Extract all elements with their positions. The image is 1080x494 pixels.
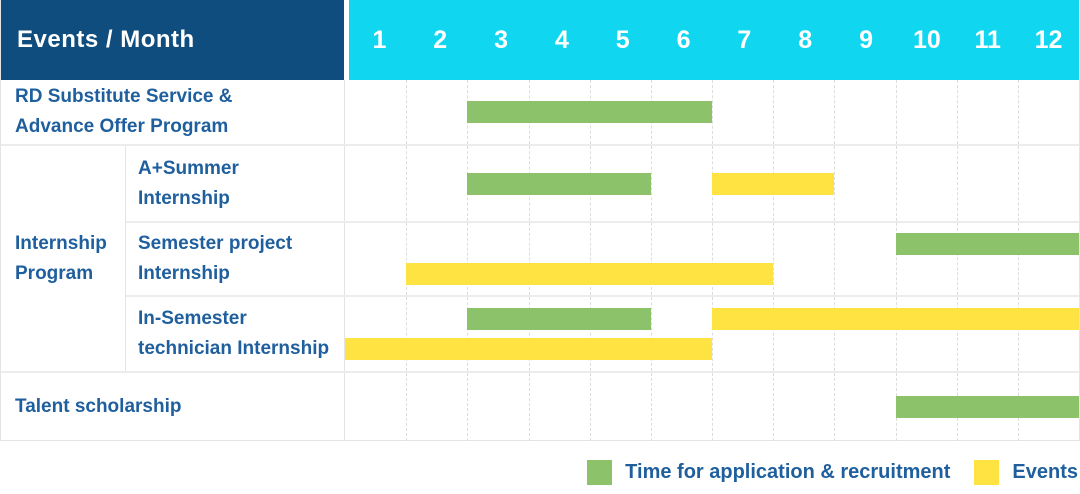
month-header-label: 11 — [974, 25, 1001, 54]
month-header-label: 4 — [554, 25, 569, 54]
yellow-swatch-icon — [974, 460, 1000, 485]
gantt-bar-application — [467, 308, 651, 330]
month-gridline — [406, 223, 408, 295]
month-header-label: 8 — [798, 25, 813, 54]
month-gridline — [834, 80, 836, 144]
month-gridline — [406, 80, 408, 144]
gantt-grid-rd-substitute — [344, 80, 1079, 144]
month-gridline — [773, 223, 775, 295]
month-header-label: 5 — [615, 25, 630, 54]
month-gridline — [467, 297, 469, 371]
gantt-bar-event — [345, 338, 712, 360]
month-header-label: 10 — [912, 25, 941, 54]
month-gridline — [528, 373, 530, 441]
gantt-bar-application — [467, 172, 651, 195]
group-internship-program: Internship Program A+Summer Internship S… — [1, 146, 1079, 373]
gantt-bar-application — [895, 233, 1079, 255]
month-gridline — [773, 80, 775, 144]
month-header-label: 9 — [859, 25, 873, 54]
group-rows: A+Summer Internship Semester project Int… — [126, 146, 1079, 371]
month-gridline — [528, 223, 530, 295]
month-gridline — [1017, 297, 1019, 371]
month-header-label: 6 — [676, 25, 691, 54]
corner-header-cell: Events / Month — [1, 0, 344, 80]
month-gridline — [712, 373, 713, 441]
row-label-semester-project: Semester project Internship — [138, 233, 293, 284]
month-gridline — [650, 297, 652, 371]
events-month-table: Events / Month 1 2 3 4 5 6 7 8 9 10 11 12 RD Substi… — [0, 0, 1080, 441]
month-gridline — [712, 297, 713, 371]
legend: Time for application & recruitment Event… — [587, 460, 1078, 485]
month-gridline — [956, 146, 958, 221]
legend-label-events: Events — [1012, 461, 1078, 483]
month-gridline — [895, 223, 897, 295]
month-header-label: 12 — [1034, 25, 1063, 54]
green-swatch-icon — [587, 460, 613, 485]
month-gridline — [712, 223, 713, 295]
row-rd-substitute: RD Substitute Service & Advance Offer Pr… — [1, 80, 1079, 146]
row-label-talent-scholarship: Talent scholarship — [15, 396, 182, 417]
gantt-grid-semester-project — [344, 223, 1079, 295]
header-gap — [344, 0, 349, 80]
month-gridline — [406, 373, 408, 441]
month-gridline — [895, 80, 897, 144]
month-gridline — [1017, 80, 1019, 144]
month-header-label: 7 — [737, 25, 752, 54]
month-gridline — [650, 146, 652, 221]
legend-item-application: Time for application & recruitment — [587, 460, 950, 485]
month-gridline — [956, 80, 958, 144]
gantt-bar-event — [712, 308, 1079, 330]
month-gridline — [895, 146, 897, 221]
month-header-label: 2 — [433, 25, 448, 54]
month-header-label: 3 — [494, 25, 509, 54]
month-gridline — [467, 373, 469, 441]
row-talent-scholarship: Talent scholarship — [1, 373, 1079, 441]
month-gridline — [650, 373, 652, 441]
month-gridline — [589, 297, 591, 371]
month-header-label: 1 — [372, 25, 387, 54]
gantt-bar-application — [467, 101, 712, 123]
month-gridline — [589, 223, 591, 295]
month-gridline — [406, 146, 408, 221]
month-gridline — [589, 373, 591, 441]
month-header-strip: 1 2 3 4 5 6 7 8 9 10 11 12 — [349, 0, 1079, 80]
gantt-bar-event — [712, 172, 835, 195]
month-gridline — [773, 373, 775, 441]
month-gridline — [834, 373, 836, 441]
month-gridline — [1017, 223, 1019, 295]
month-gridline — [895, 297, 897, 371]
month-gridline — [406, 297, 408, 371]
gantt-grid-a-summer — [344, 146, 1079, 221]
row-label-rd-substitute: RD Substitute Service & Advance Offer Pr… — [15, 86, 233, 137]
row-label-a-summer: A+Summer Internship — [138, 157, 239, 209]
month-gridline — [834, 223, 836, 295]
legend-item-events: Events — [974, 460, 1078, 485]
corner-header-label: Events / Month — [17, 26, 195, 53]
month-gridline — [528, 297, 530, 371]
row-in-semester-technician-internship: In-Semester technician Internship — [126, 295, 1079, 371]
month-gridline — [834, 146, 836, 221]
month-gridline — [834, 297, 836, 371]
gantt-bar-application — [895, 396, 1079, 418]
month-gridline — [956, 297, 958, 371]
group-label-internship-program: Internship Program — [1, 146, 126, 371]
legend-label-application: Time for application & recruitment — [625, 461, 951, 483]
month-gridline — [956, 223, 958, 295]
month-gridline — [1017, 146, 1019, 221]
month-gridline — [650, 223, 652, 295]
gantt-grid-in-semester — [344, 297, 1079, 371]
month-gridline — [773, 297, 775, 371]
gantt-bar-event — [406, 263, 774, 285]
table-header-row: Events / Month 1 2 3 4 5 6 7 8 9 10 11 12 — [1, 0, 1079, 80]
row-a-summer-internship: A+Summer Internship — [126, 146, 1079, 221]
row-semester-project-internship: Semester project Internship — [126, 221, 1079, 295]
row-label-in-semester: In-Semester technician Internship — [138, 308, 330, 359]
gantt-grid-talent-scholarship — [344, 373, 1079, 441]
month-gridline — [467, 223, 469, 295]
month-gridline — [712, 80, 713, 144]
